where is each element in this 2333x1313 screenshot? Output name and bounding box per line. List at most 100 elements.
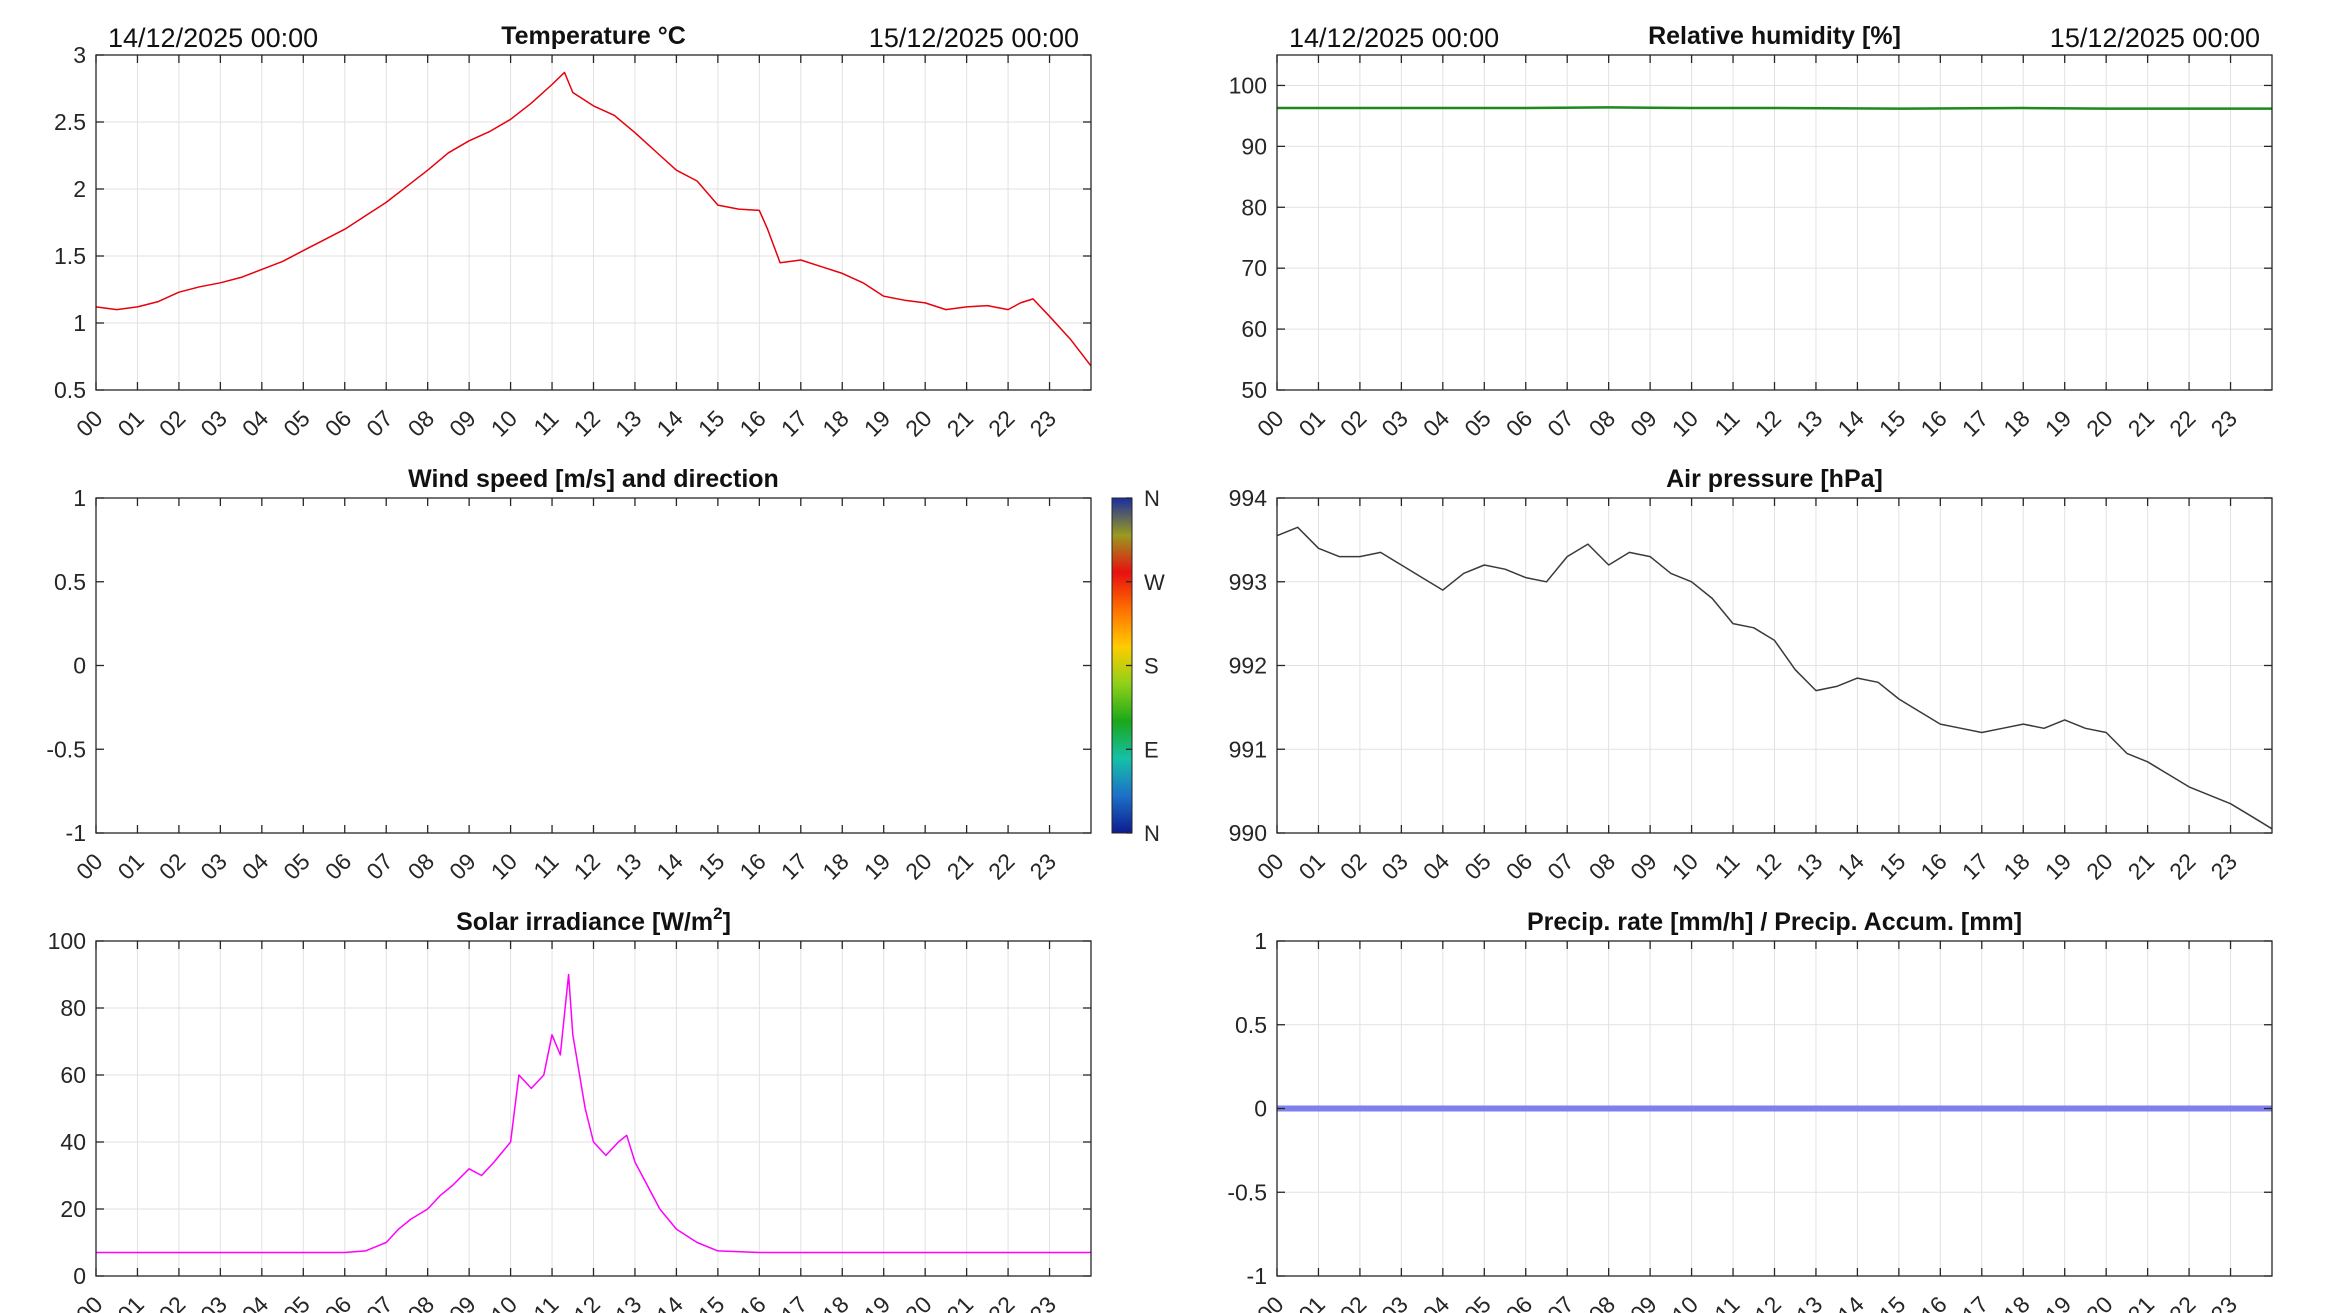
temperature-title: Temperature °C <box>501 22 686 50</box>
x-tick-label: 13 <box>1791 848 1827 884</box>
x-tick-label: 22 <box>2164 405 2200 441</box>
y-tick-label: 0.5 <box>1235 1012 1267 1038</box>
x-tick-label: 13 <box>610 1291 646 1313</box>
pressure-grid <box>1276 497 2272 834</box>
x-tick-label: 23 <box>2206 1291 2242 1313</box>
x-tick-label: 07 <box>1542 405 1578 441</box>
colorbar-label: N <box>1144 821 1160 846</box>
title-text: Relative humidity [%] <box>1648 22 1901 50</box>
x-tick-label: 22 <box>983 848 1019 884</box>
colorbar-label: W <box>1144 570 1165 595</box>
x-tick-label: 18 <box>1998 1291 2034 1313</box>
x-tick-label: 10 <box>486 405 522 441</box>
x-tick-label: 17 <box>1957 848 1993 884</box>
x-tick-label: 23 <box>1025 848 1061 884</box>
x-tick-label: 04 <box>237 1291 274 1313</box>
x-tick-label: 15 <box>693 848 729 884</box>
x-tick-label: 09 <box>444 848 480 884</box>
wind-direction-colorbar: N W S E N <box>1111 486 1165 846</box>
y-tick-label: 993 <box>1229 569 1267 595</box>
wind-plot-frame <box>95 497 1092 834</box>
x-tick-label: 22 <box>983 405 1019 441</box>
colorbar-label: N <box>1144 486 1160 511</box>
x-tick-label: 00 <box>71 848 107 884</box>
x-tick-label: 15 <box>1874 1291 1910 1313</box>
x-tick-label: 00 <box>71 405 107 441</box>
y-tick-label: 70 <box>1241 255 1267 281</box>
x-tick-label: 10 <box>1667 848 1703 884</box>
x-tick-label: 04 <box>1418 405 1455 442</box>
temperature-start-date: 14/12/2025 00:00 <box>108 23 318 53</box>
solar-series-line <box>96 973 1091 1254</box>
x-tick-label: 20 <box>900 848 936 884</box>
x-tick-label: 16 <box>734 1291 770 1313</box>
humidity-grid <box>1276 55 2272 391</box>
x-tick-label: 21 <box>942 848 978 884</box>
y-tick-label: 90 <box>1241 133 1267 159</box>
x-tick-label: 02 <box>154 848 190 884</box>
x-tick-label: 11 <box>1709 848 1744 883</box>
title-text: Air pressure [hPa] <box>1666 465 1883 493</box>
x-tick-label: 00 <box>1252 848 1288 884</box>
x-tick-label: 06 <box>320 1291 356 1313</box>
colorbar-label: S <box>1144 654 1159 679</box>
x-tick-label: 15 <box>693 1291 729 1313</box>
y-tick-label: 1 <box>73 485 86 511</box>
y-tick-label: -1 <box>66 820 86 846</box>
x-tick-label: 12 <box>1750 1291 1786 1313</box>
x-tick-label: 12 <box>569 405 605 441</box>
x-tick-label: 17 <box>776 405 812 441</box>
x-tick-label: 07 <box>361 848 397 884</box>
x-tick-label: 05 <box>278 848 314 884</box>
title-text: Wind speed [m/s] and direction <box>408 465 779 493</box>
x-tick-label: 05 <box>1459 1291 1495 1313</box>
y-tick-label: -1 <box>1247 1263 1267 1289</box>
pressure-title: Air pressure [hPa] <box>1666 465 1883 493</box>
x-tick-label: 19 <box>2040 848 2076 884</box>
x-tick-label: 04 <box>1418 848 1455 885</box>
x-tick-label: 05 <box>1459 848 1495 884</box>
y-tick-label: 80 <box>1241 194 1267 220</box>
title-superscript: 2 <box>713 904 722 923</box>
x-tick-label: 15 <box>1874 848 1910 884</box>
x-tick-label: 11 <box>528 1291 563 1313</box>
x-tick-label: 18 <box>1998 848 2034 884</box>
y-tick-label: 2.5 <box>54 109 86 135</box>
x-tick-label: 16 <box>1915 405 1951 441</box>
x-tick-label: 02 <box>1335 848 1371 884</box>
x-tick-label: 01 <box>113 405 149 441</box>
x-tick-label: 09 <box>1625 1291 1661 1313</box>
x-tick-label: 10 <box>486 848 522 884</box>
x-tick-label: 06 <box>1501 848 1537 884</box>
x-tick-label: 21 <box>2123 405 2159 441</box>
temperature-series-line <box>95 71 1092 367</box>
x-tick-label: 01 <box>113 848 149 884</box>
x-tick-label: 06 <box>320 405 356 441</box>
x-tick-label: 20 <box>2081 1291 2117 1313</box>
x-tick-label: 19 <box>859 405 895 441</box>
x-tick-label: 03 <box>1376 1291 1412 1313</box>
y-tick-label: 60 <box>1241 316 1267 342</box>
x-tick-label: 16 <box>734 405 770 441</box>
x-tick-label: 23 <box>1025 1291 1061 1313</box>
y-tick-label: -0.5 <box>1227 1179 1267 1205</box>
x-tick-label: 13 <box>1791 405 1827 441</box>
x-tick-label: 19 <box>859 1291 895 1313</box>
x-tick-label: 23 <box>2206 405 2242 441</box>
y-tick-label: 992 <box>1229 653 1267 679</box>
x-tick-label: 18 <box>1998 405 2034 441</box>
y-tick-label: 40 <box>60 1129 86 1155</box>
x-tick-label: 18 <box>817 1291 853 1313</box>
x-tick-label: 02 <box>154 1291 190 1313</box>
x-tick-label: 08 <box>1584 405 1620 441</box>
x-tick-label: 06 <box>1501 405 1537 441</box>
x-tick-label: 04 <box>1418 1291 1455 1313</box>
x-tick-label: 15 <box>1874 405 1910 441</box>
x-tick-label: 04 <box>237 848 274 885</box>
title-text: Solar irradiance [W/m <box>456 908 713 936</box>
